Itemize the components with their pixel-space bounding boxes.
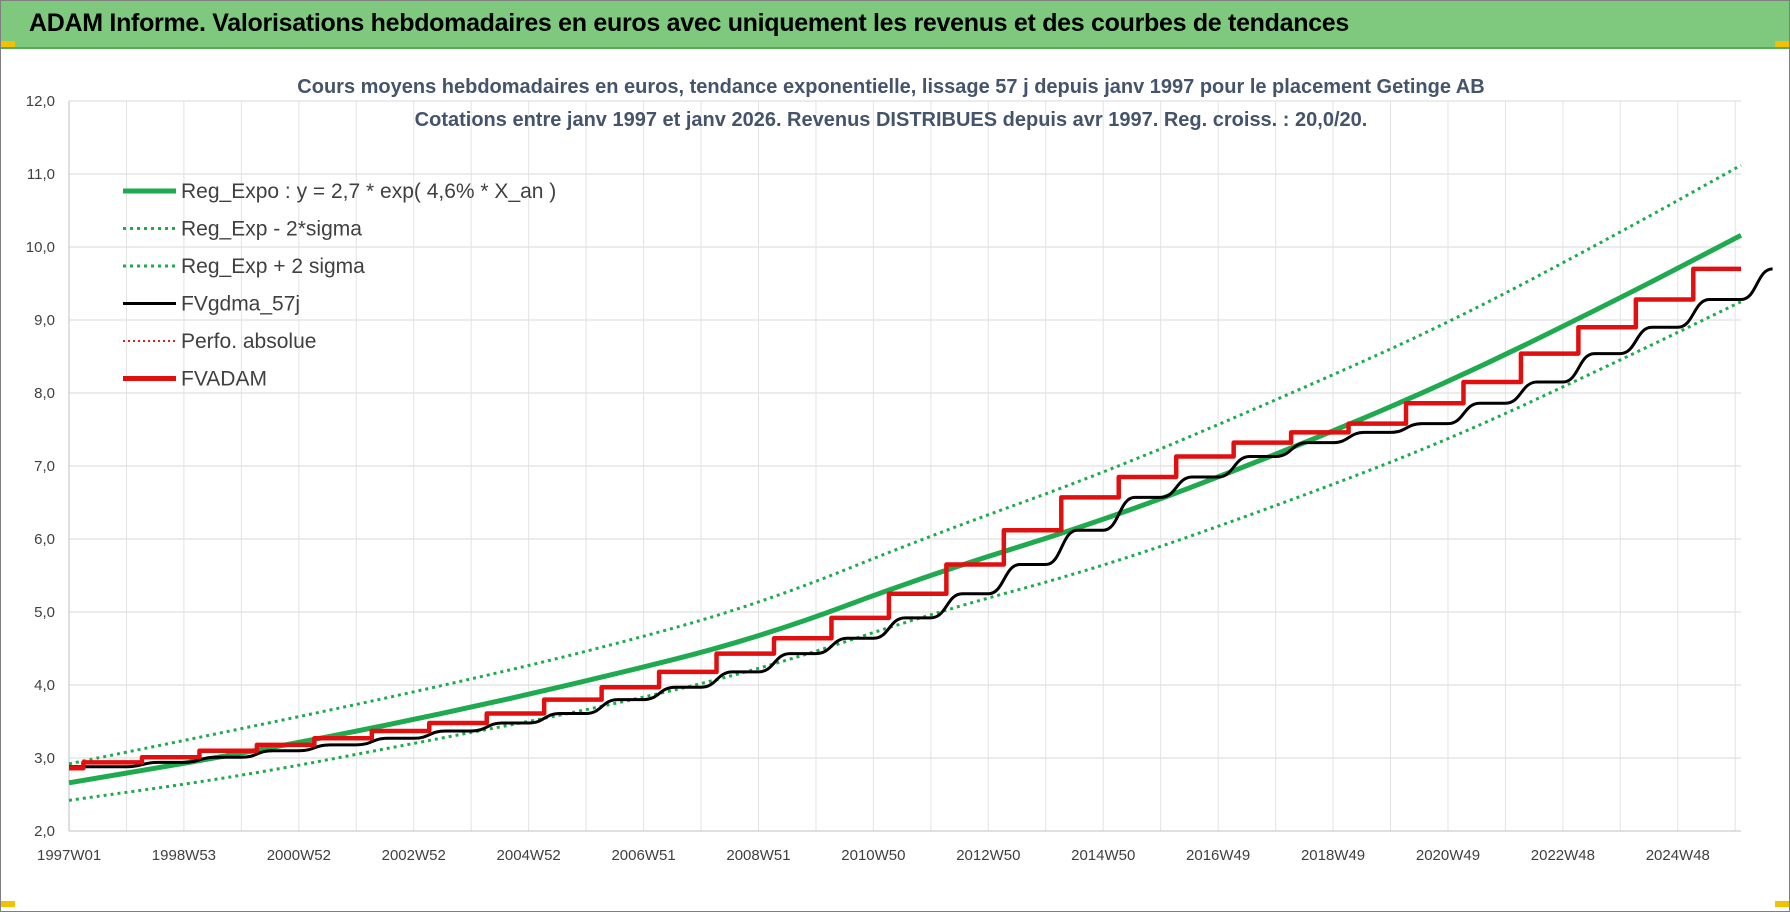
- y-tick-label: 3,0: [34, 750, 55, 767]
- legend-label: Perfo. absolue: [181, 330, 316, 353]
- y-tick-label: 12,0: [26, 93, 55, 110]
- corner-marker-bottom-right: [1775, 901, 1789, 907]
- corner-marker-top-right: [1775, 41, 1789, 47]
- corner-marker-bottom-left: [1, 901, 15, 907]
- x-tick-label: 1997W01: [37, 847, 101, 864]
- x-tick-label: 2016W49: [1186, 847, 1250, 864]
- x-tick-label: 2002W52: [382, 847, 446, 864]
- x-tick-label: 2022W48: [1531, 847, 1595, 864]
- series-reg-expo-line: [68, 233, 1743, 786]
- legend-label: FVgdma_57j: [181, 293, 300, 316]
- y-axis-ticks: 2,0 3,0 4,0 5,0 6,0 7,0 8,0 9,0 10,0 11,0 12,0: [26, 93, 55, 840]
- chart-title-line-1: Cours moyens hebdomadaires en euros, ten…: [297, 76, 1484, 98]
- series-fvadam-line: [69, 266, 1741, 771]
- y-tick-label: 10,0: [26, 239, 55, 256]
- x-tick-label: 2014W50: [1071, 847, 1135, 864]
- x-tick-label: 2020W49: [1416, 847, 1480, 864]
- y-tick-label: 5,0: [34, 604, 55, 621]
- series-reg-exp-plus-2sigma-line: [68, 163, 1742, 766]
- x-tick-label: 2008W51: [726, 847, 790, 864]
- y-tick-label: 6,0: [34, 531, 55, 548]
- chart-legend: Reg_Expo : y = 2,7 * exp( 4,6% * X_an ) R…: [123, 180, 556, 391]
- y-tick-label: 4,0: [34, 677, 55, 694]
- y-tick-label: 2,0: [34, 823, 55, 840]
- x-tick-label: 2024W48: [1646, 847, 1710, 864]
- legend-label: Reg_Exp - 2*sigma: [181, 218, 362, 241]
- x-tick-label: 2000W52: [267, 847, 331, 864]
- x-tick-label: 2006W51: [611, 847, 675, 864]
- series-reg-exp-minus-2sigma-line: [68, 300, 1742, 802]
- legend-label: Reg_Exp + 2 sigma: [181, 255, 365, 278]
- report-banner: ADAM Informe. Valorisations hebdomadaire…: [1, 1, 1789, 49]
- y-tick-label: 9,0: [34, 312, 55, 329]
- series-fvgdma-57j-line: [69, 267, 1773, 769]
- report-title: ADAM Informe. Valorisations hebdomadaire…: [29, 9, 1350, 37]
- x-tick-label: 1998W53: [152, 847, 216, 864]
- y-tick-label: 8,0: [34, 385, 55, 402]
- chart-series: [68, 163, 1773, 802]
- chart-title-line-2: Cotations entre janv 1997 et janv 2026. …: [415, 109, 1368, 131]
- corner-marker-top-left: [1, 41, 15, 47]
- x-tick-label: 2018W49: [1301, 847, 1365, 864]
- legend-label: FVADAM: [181, 368, 267, 391]
- y-tick-label: 7,0: [34, 458, 55, 475]
- x-tick-label: 2004W52: [497, 847, 561, 864]
- x-axis-ticks: 1997W01 1998W53 2000W52 2002W52 2004W52 2006W…: [37, 847, 1710, 864]
- x-tick-label: 2010W50: [841, 847, 905, 864]
- y-tick-label: 11,0: [27, 166, 55, 183]
- chart-grid: [68, 100, 1741, 832]
- x-tick-label: 2012W50: [956, 847, 1020, 864]
- legend-label: Reg_Expo : y = 2,7 * exp( 4,6% * X_an ): [181, 180, 556, 203]
